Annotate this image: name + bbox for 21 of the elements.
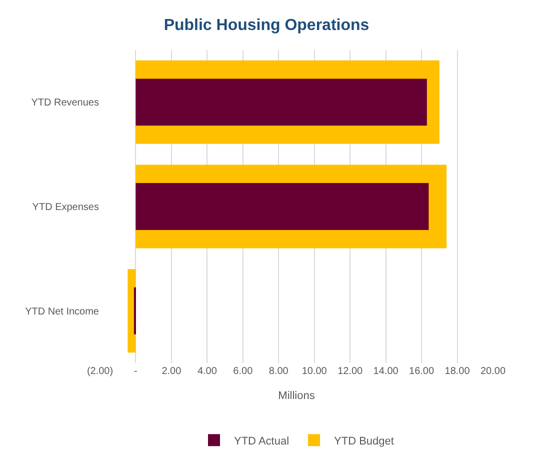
chart-title: Public Housing Operations bbox=[164, 16, 370, 34]
y-tick-label: YTD Revenues bbox=[31, 98, 99, 109]
y-tick-label: YTD Net Income bbox=[25, 306, 100, 318]
bar bbox=[136, 183, 429, 230]
legend-label: YTD Budget bbox=[334, 435, 394, 448]
x-tick-label: - bbox=[134, 366, 138, 377]
x-axis-title: Millions bbox=[278, 390, 316, 402]
x-tick-label: 2.00 bbox=[162, 366, 182, 377]
x-tick-label: 18.00 bbox=[444, 366, 470, 377]
x-tick-label: 14.00 bbox=[373, 366, 399, 377]
x-tick-label: 6.00 bbox=[233, 366, 254, 377]
x-tick-label: 20.00 bbox=[480, 366, 506, 377]
x-tick-label: 16.00 bbox=[409, 366, 434, 377]
x-tick-label: (2.00) bbox=[86, 366, 114, 377]
x-tick-label: 4.00 bbox=[197, 366, 218, 377]
bar bbox=[136, 78, 427, 126]
y-tick-label: YTD Expenses bbox=[32, 202, 99, 213]
x-tick-label: 12.00 bbox=[338, 366, 364, 377]
x-tick-label: 8.00 bbox=[268, 366, 289, 377]
x-tick-label: 10.00 bbox=[302, 366, 328, 377]
legend-label: YTD Actual bbox=[234, 435, 290, 448]
